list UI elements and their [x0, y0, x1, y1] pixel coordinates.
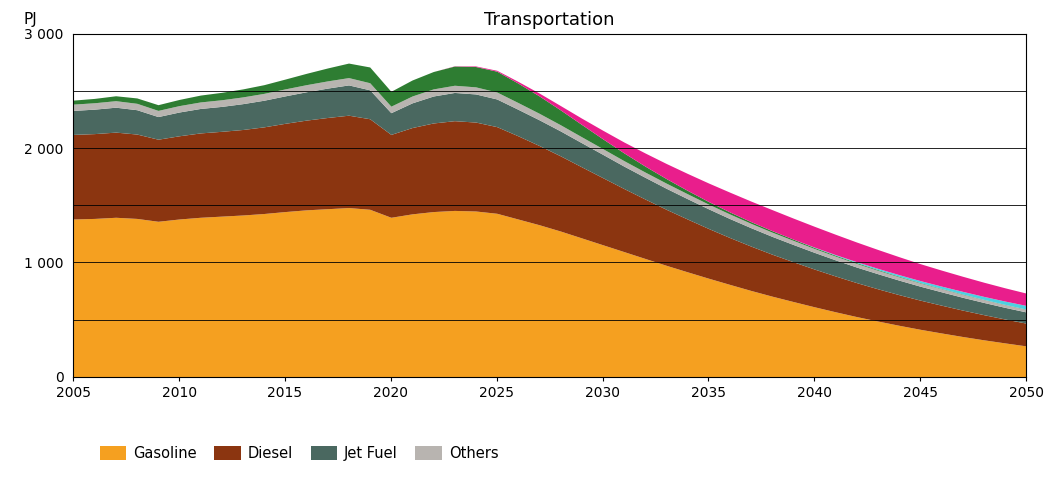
Y-axis label: PJ: PJ: [23, 12, 38, 27]
Title: Transportation: Transportation: [485, 12, 615, 29]
